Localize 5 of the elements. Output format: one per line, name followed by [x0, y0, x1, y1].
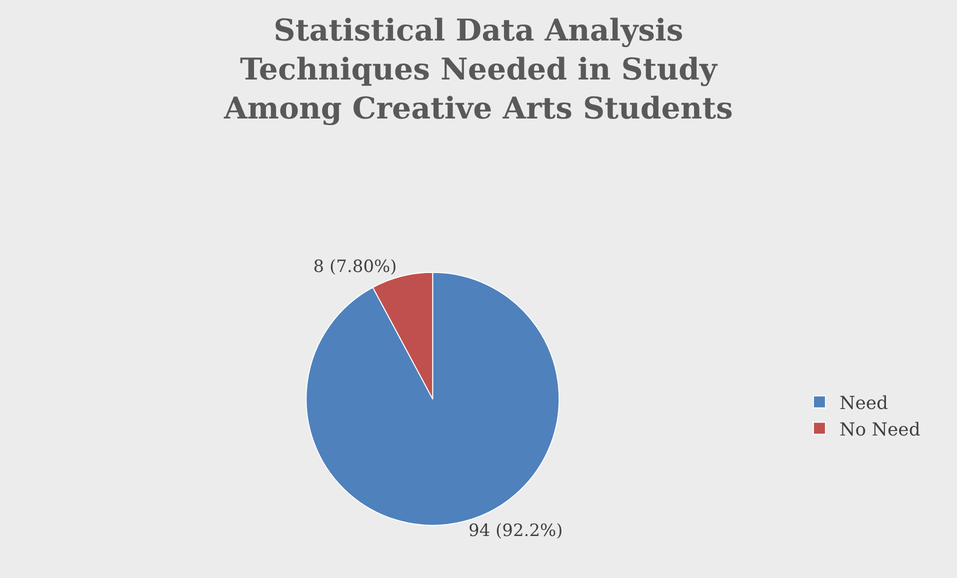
- legend-label: No Need: [839, 419, 920, 440]
- data-label: 94 (92.2%): [468, 520, 563, 541]
- legend-label: Need: [839, 392, 888, 414]
- chart-title: Statistical Data Analysis Techniques Needed in Study Among Creative Arts Students: [223, 13, 733, 126]
- data-label: 8 (7.80%): [313, 256, 397, 277]
